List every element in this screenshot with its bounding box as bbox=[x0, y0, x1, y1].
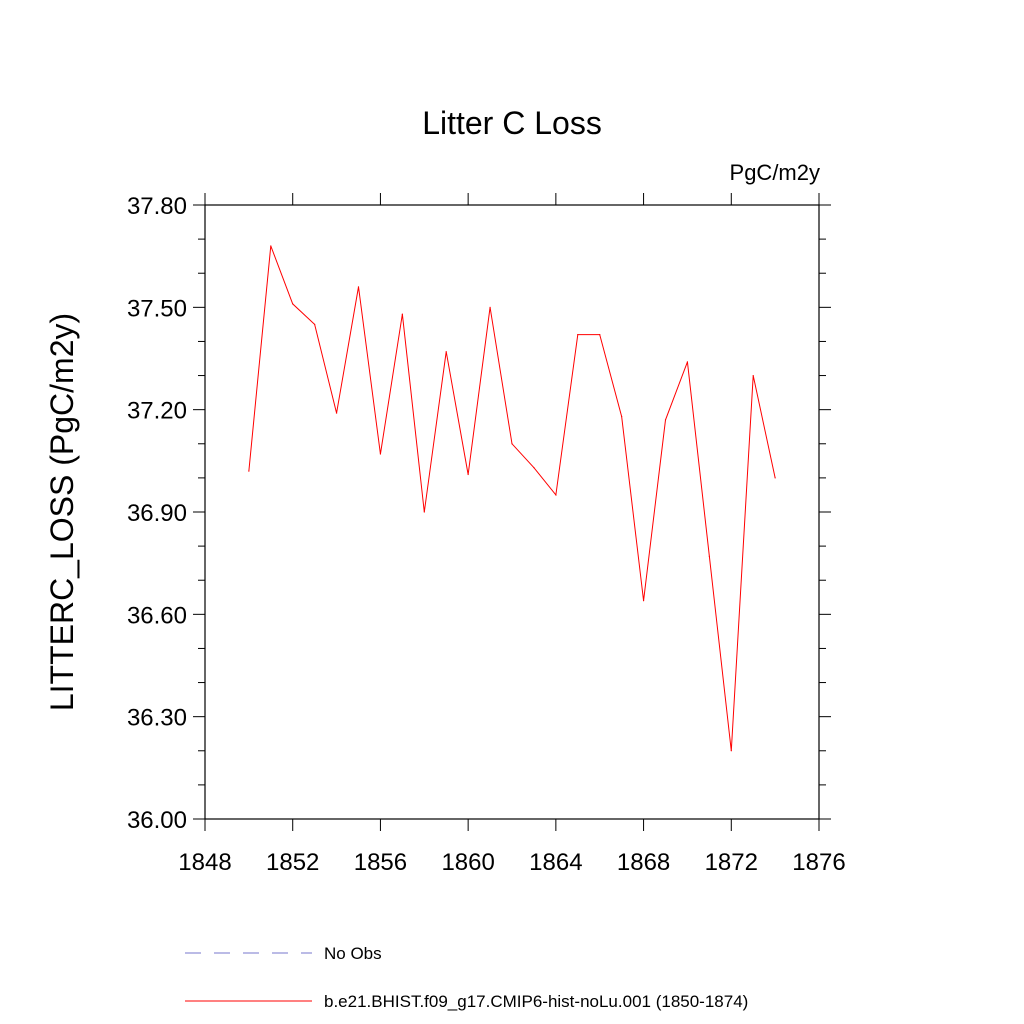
x-tick-label: 1856 bbox=[354, 849, 407, 876]
data-point bbox=[642, 600, 645, 602]
x-tick-label: 1872 bbox=[705, 849, 758, 876]
y-tick-label: 36.90 bbox=[127, 500, 187, 527]
x-tick-label: 1876 bbox=[792, 849, 845, 876]
data-point bbox=[511, 443, 513, 445]
data-point bbox=[533, 467, 535, 469]
y-tick-label: 37.80 bbox=[127, 193, 187, 220]
data-point bbox=[599, 334, 601, 336]
legend-label-model: b.e21.BHIST.f09_g17.CMIP6-hist-noLu.001 … bbox=[324, 992, 748, 1011]
data-point bbox=[445, 351, 447, 353]
data-point bbox=[270, 245, 272, 247]
data-point bbox=[555, 494, 557, 496]
y-tick-label: 36.00 bbox=[127, 807, 187, 834]
data-point bbox=[357, 286, 360, 288]
data-point bbox=[314, 323, 316, 325]
x-tick-label: 1852 bbox=[266, 849, 319, 876]
data-point bbox=[708, 555, 710, 557]
units-label: PgC/m2y bbox=[730, 160, 820, 185]
x-tick-label: 1864 bbox=[529, 849, 582, 876]
legend-label-no-obs: No Obs bbox=[324, 944, 382, 963]
x-tick-label: 1848 bbox=[178, 849, 231, 876]
x-tick-label: 1860 bbox=[441, 849, 494, 876]
chart-title: Litter C Loss bbox=[422, 105, 602, 141]
data-point bbox=[379, 453, 382, 455]
data-point bbox=[467, 473, 469, 476]
data-point bbox=[752, 374, 754, 377]
y-tick-label: 37.50 bbox=[127, 295, 187, 322]
legend: No Obs b.e21.BHIST.f09_g17.CMIP6-hist-no… bbox=[185, 944, 748, 1011]
y-tick-label: 36.60 bbox=[127, 602, 187, 629]
data-point bbox=[621, 415, 623, 418]
data-point bbox=[248, 470, 250, 472]
data-point bbox=[292, 303, 294, 305]
x-tick-label: 1868 bbox=[617, 849, 670, 876]
data-point bbox=[401, 313, 403, 315]
y-axis-label: LITTERC_LOSS (PgC/m2y) bbox=[44, 313, 80, 711]
data-point bbox=[423, 511, 425, 513]
data-point bbox=[664, 419, 667, 421]
data-point bbox=[774, 477, 776, 479]
data-point bbox=[489, 306, 491, 308]
y-tick-label: 36.30 bbox=[127, 705, 187, 732]
plot-frame bbox=[204, 204, 820, 820]
series-line-0 bbox=[248, 245, 776, 751]
y-tick-label: 37.20 bbox=[127, 398, 187, 425]
data-point bbox=[730, 750, 732, 752]
data-point bbox=[686, 361, 689, 363]
data-point bbox=[335, 412, 338, 414]
data-point bbox=[577, 334, 579, 336]
